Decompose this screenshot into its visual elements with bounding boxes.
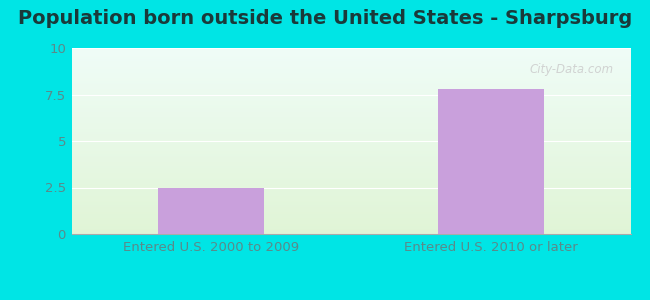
Text: City-Data.com: City-Data.com	[530, 63, 614, 76]
Text: Population born outside the United States - Sharpsburg: Population born outside the United State…	[18, 9, 632, 28]
Bar	[437, 89, 544, 234]
Bar	[158, 188, 265, 234]
